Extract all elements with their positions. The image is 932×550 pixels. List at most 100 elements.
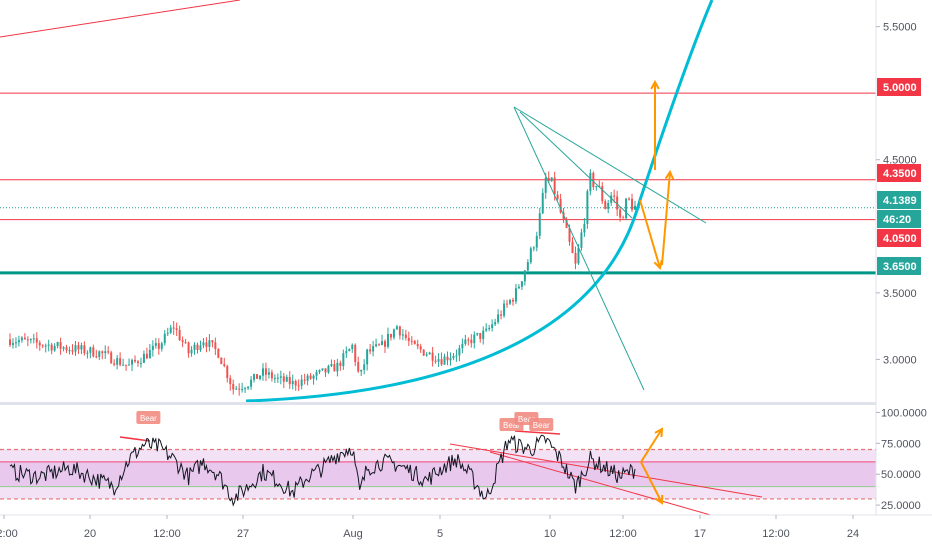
candle-body: [467, 339, 470, 341]
candle-body: [395, 326, 398, 330]
candle-body: [131, 359, 134, 365]
candle-body: [401, 334, 404, 336]
candle-body: [32, 338, 35, 340]
candle-body: [354, 344, 357, 363]
candle-body: [303, 379, 306, 381]
candle-body: [443, 356, 446, 365]
candle-body: [339, 362, 342, 367]
candle-body: [62, 347, 65, 349]
candle-body: [309, 375, 312, 379]
candle-body: [622, 217, 625, 219]
candle-body: [375, 344, 378, 347]
candle-body: [520, 281, 523, 287]
candle-body: [360, 369, 363, 372]
candle-body: [175, 328, 178, 330]
trend-drawings[interactable]: [0, 0, 763, 521]
candle-body: [184, 342, 187, 344]
price-tag-label: 46:20: [883, 214, 911, 226]
candle-body: [306, 375, 309, 381]
price-tick-label: 5.5000: [883, 22, 917, 34]
candle-body: [541, 192, 544, 214]
candle-body: [86, 352, 89, 354]
candle-body: [9, 339, 11, 346]
candle-body: [47, 344, 50, 346]
candle-body: [494, 322, 497, 325]
candle-body: [607, 202, 610, 210]
candle-body: [470, 339, 473, 344]
candle-body: [372, 346, 375, 352]
time-tick-label: 24: [847, 528, 859, 540]
bear-label: Bear: [533, 421, 550, 430]
candle-body: [56, 342, 59, 346]
osc-tick-label: 100.0000: [881, 407, 927, 419]
candle-body: [550, 177, 553, 182]
candle-body: [348, 349, 351, 352]
price-tag-label: 4.1389: [883, 195, 917, 207]
candle-body: [404, 334, 407, 338]
candle-body: [154, 343, 157, 346]
candle-body: [410, 340, 413, 342]
panel-separator[interactable]: [0, 402, 876, 405]
candle-body: [65, 347, 68, 351]
candle-body: [136, 361, 139, 364]
price-tick-label: 3.0000: [883, 354, 917, 366]
candle-body: [134, 359, 136, 362]
candle-body: [29, 339, 32, 341]
candle-body: [452, 356, 455, 359]
candle-body: [422, 349, 425, 356]
osc-divergence-2: [514, 430, 561, 435]
candle-body: [574, 252, 577, 264]
osc-divergence-1: [119, 436, 151, 442]
candle-body: [157, 343, 160, 349]
price-tag-bg: [877, 210, 921, 228]
candle-body: [20, 337, 23, 341]
candle-body: [113, 363, 116, 365]
time-tick-label: Aug: [343, 528, 363, 540]
candle-body: [523, 270, 526, 282]
candle-body: [389, 333, 392, 338]
candle-body: [363, 364, 366, 370]
time-tick-label: 12:00: [609, 528, 637, 540]
price-panel-bg: [0, 0, 876, 402]
candle-body: [628, 198, 631, 200]
osc-channel-lower: [489, 451, 729, 521]
candle-body: [273, 378, 276, 380]
wedge-line-mid: [519, 111, 633, 219]
oscillator-inner-fill: [0, 461, 876, 487]
candle-body: [276, 377, 279, 379]
oscillator-line: [9, 434, 636, 507]
candle-body: [619, 209, 622, 218]
candle-body: [77, 345, 80, 350]
oscillator-scale[interactable]: [876, 405, 932, 515]
candle-body: [565, 219, 568, 228]
price-tag-bg: [877, 229, 921, 247]
candle-body: [145, 353, 148, 359]
drop-arrow-down: [639, 199, 661, 269]
candle-body: [589, 172, 592, 192]
candle-body: [238, 388, 241, 390]
candle-body: [613, 195, 616, 197]
candle-body: [485, 328, 488, 331]
candle-body: [53, 345, 56, 351]
upper-trendline: [0, 0, 241, 38]
candle-body: [315, 372, 318, 376]
time-scale[interactable]: [0, 515, 932, 550]
time-tick-label: 17: [694, 528, 706, 540]
candle-body: [479, 333, 482, 339]
osc-arrow-down-head: [654, 494, 664, 505]
candle-body: [497, 314, 500, 323]
candle-body: [336, 362, 339, 372]
candle-body: [586, 191, 589, 224]
candle-body: [384, 341, 386, 347]
candle-body: [187, 342, 190, 354]
horizontal-levels: [0, 92, 876, 275]
candle-body: [351, 344, 354, 350]
candle-body: [71, 350, 74, 352]
candle-body: [446, 356, 449, 361]
candle-body: [333, 364, 336, 372]
candle-body: [50, 344, 53, 351]
candle-body: [74, 345, 77, 352]
candle-body: [300, 379, 303, 386]
candle-body: [178, 329, 181, 341]
